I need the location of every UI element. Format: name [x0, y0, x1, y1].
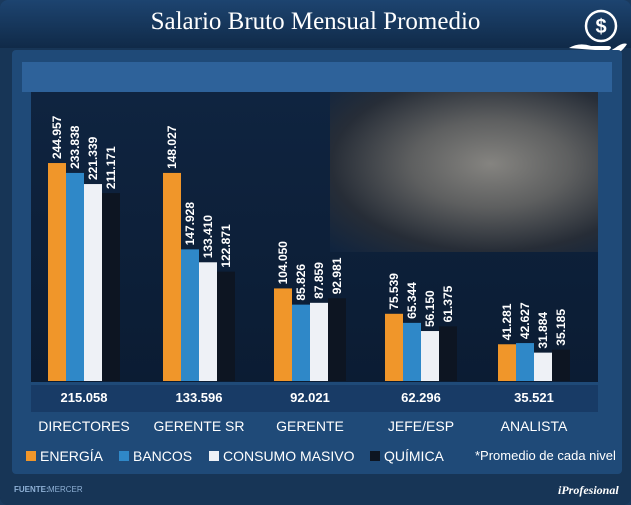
data-label: 147.928	[183, 202, 197, 246]
footer	[0, 478, 631, 505]
bar-analista-qu-mica	[552, 349, 570, 381]
data-label: 104.050	[276, 241, 290, 285]
svg-text:$: $	[595, 16, 606, 38]
data-label: 92.981	[330, 257, 344, 294]
bar-directores-consumo-masivo	[84, 184, 102, 381]
average-row	[31, 385, 598, 412]
legend-item: CONSUMO MASIVO	[209, 448, 354, 464]
bar-jefe-esp-qu-mica	[439, 326, 457, 381]
legend-item: ENERGÍA	[26, 448, 103, 464]
average-value: 133.596	[175, 390, 223, 405]
bar-analista-consumo-masivo	[534, 352, 552, 381]
bar-gerente-qu-mica	[328, 298, 346, 381]
data-label: 221.339	[86, 136, 100, 180]
bar-jefe-esp-energ-a	[385, 313, 403, 381]
legend-swatch	[119, 451, 129, 461]
bar-jefe-esp-bancos	[403, 322, 421, 381]
legend-item: QUÍMICA	[370, 448, 444, 464]
category-label: GERENTE SR	[153, 418, 245, 434]
bar-gerente-consumo-masivo	[310, 302, 328, 381]
legend: ENERGÍA BANCOS CONSUMO MASIVO QUÍMICA	[0, 448, 631, 468]
data-label: 133.410	[201, 215, 215, 259]
bar-directores-qu-mica	[102, 193, 120, 381]
category-label: ANALISTA	[500, 418, 568, 434]
data-label: 65.344	[405, 282, 419, 319]
average-value: 35.521	[514, 390, 554, 405]
bar-gerente-sr-bancos	[181, 249, 199, 381]
bar-gerente-energ-a	[274, 288, 292, 381]
panel-header-strip	[22, 62, 612, 92]
bar-gerente-bancos	[292, 304, 310, 381]
category-label: DIRECTORES	[38, 418, 130, 434]
source-label: FUENTE:	[14, 485, 49, 494]
bar-gerente-sr-energ-a	[163, 172, 181, 381]
data-label: 31.884	[536, 312, 550, 349]
source-value: MERCER	[48, 485, 83, 494]
average-value: 62.296	[401, 390, 441, 405]
average-value: 92.021	[290, 390, 330, 405]
legend-label: ENERGÍA	[40, 448, 104, 464]
legend-swatch	[370, 451, 380, 461]
legend-item: BANCOS	[119, 448, 192, 464]
chart-title: Salario Bruto Mensual Promedio	[150, 8, 481, 35]
data-label: 233.838	[68, 125, 82, 169]
money-photo	[330, 92, 598, 252]
title-bar	[0, 0, 631, 48]
bar-analista-energ-a	[498, 344, 516, 381]
data-label: 211.171	[104, 146, 118, 189]
data-label: 87.859	[312, 262, 326, 299]
data-label: 75.539	[387, 273, 401, 310]
legend-swatch	[26, 451, 36, 461]
category-label: JEFE/ESP	[387, 418, 455, 434]
data-label: 42.627	[518, 302, 532, 339]
bar-gerente-sr-consumo-masivo	[199, 262, 217, 381]
legend-label: CONSUMO MASIVO	[223, 448, 355, 464]
data-label: 41.281	[500, 303, 514, 340]
legend-label: QUÍMICA	[384, 448, 444, 464]
data-label: 148.027	[165, 125, 179, 169]
bar-analista-bancos	[516, 343, 534, 381]
data-label: 244.957	[50, 115, 64, 159]
legend-swatch	[209, 451, 219, 461]
data-label: 35.185	[554, 309, 568, 346]
data-label: 122.871	[219, 224, 233, 268]
average-value: 215.058	[60, 390, 108, 405]
data-label: 85.826	[294, 264, 308, 301]
bar-directores-energ-a	[48, 163, 66, 381]
bar-jefe-esp-consumo-masivo	[421, 331, 439, 381]
bar-gerente-sr-qu-mica	[217, 271, 235, 381]
brand-logo: iProfesional	[558, 483, 619, 497]
average-note: *Promedio de cada nivel	[475, 448, 616, 463]
data-label: 56.150	[423, 290, 437, 327]
legend-label: BANCOS	[133, 448, 193, 464]
data-label: 61.375	[441, 285, 455, 322]
category-label: GERENTE	[276, 418, 344, 434]
bar-directores-bancos	[66, 172, 84, 381]
